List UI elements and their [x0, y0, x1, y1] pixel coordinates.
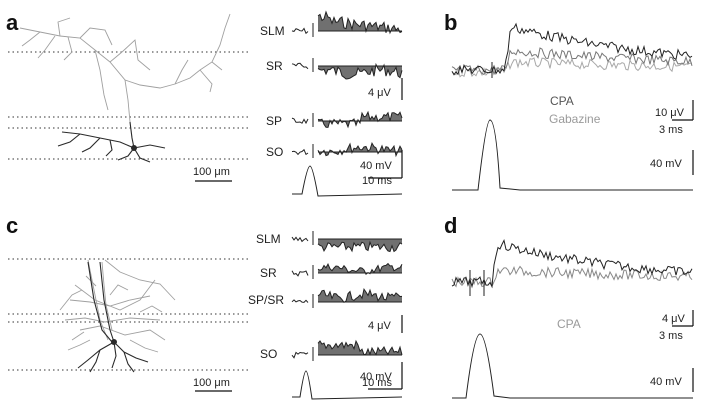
trace-c-slm-trace — [317, 240, 403, 253]
traces-a — [291, 10, 403, 197]
scale-label-mv-d: 40 mV — [650, 376, 682, 388]
panel-letter-a: a — [6, 10, 19, 35]
scale-label-mv-b: 40 mV — [650, 158, 682, 170]
layer-label-a-slm: SLM — [260, 24, 285, 38]
trace-c-sr-fill — [318, 263, 402, 275]
neuron-reconstruction-a — [19, 13, 231, 163]
layer-label-c-sr: SR — [260, 266, 277, 280]
traces-d — [451, 239, 693, 399]
spike-trace-a — [292, 165, 403, 197]
trace-a-so-baseline — [291, 148, 309, 156]
trace-c-so-baseline — [291, 351, 309, 359]
trace-a-slm-trace — [317, 10, 403, 35]
trace-a-sp-fill — [318, 112, 402, 128]
scale-label-ms-b: 3 ms — [659, 124, 683, 136]
trace-a-sr-baseline — [291, 62, 309, 70]
scale-label-uv-d: 4 μV — [662, 313, 686, 325]
traces-b — [451, 22, 693, 191]
trace-b-control — [451, 22, 693, 76]
panel-letter-d: d — [444, 213, 457, 238]
trace-b-gabazine — [451, 57, 693, 78]
soma-c — [111, 339, 117, 345]
scale-label-micron-c: 100 μm — [193, 377, 230, 389]
scale-label-uv-a: 4 μV — [368, 87, 392, 99]
legend-b-cpa: CPA — [550, 94, 574, 108]
trace-a-slm-fill — [318, 11, 402, 33]
trace-c-sr-trace — [317, 262, 403, 275]
spike-trace-c — [292, 370, 403, 400]
scale-label-ms-a: 10 ms — [362, 175, 392, 187]
trace-d-control — [451, 239, 693, 289]
scale-label-micron-a: 100 μm — [193, 166, 230, 178]
panel-b: b CPA Gabazine 10 μV 3 ms 40 mV — [444, 10, 694, 191]
trace-c-so-fill — [318, 341, 402, 355]
panel-c: c 100 μm SLM SR SP/SR SO 4 μV 40 mV — [6, 213, 403, 400]
layer-label-c-spsr: SP/SR — [248, 293, 284, 307]
panel-a: a 100 μm SLM SR SP SO — [6, 10, 403, 197]
trace-a-sp-trace — [317, 110, 403, 129]
scale-label-mv-a: 40 mV — [360, 160, 392, 172]
trace-c-spsr-trace — [317, 287, 403, 303]
trace-c-so-trace — [317, 339, 403, 356]
trace-c-spsr-baseline — [291, 299, 309, 303]
panel-letter-b: b — [444, 10, 457, 35]
trace-a-sp-baseline — [291, 117, 309, 125]
scale-label-mv-c: 40 mV — [360, 371, 392, 383]
spike-trace-d — [452, 333, 693, 399]
trace-d-cpa — [451, 265, 693, 288]
scale-label-ms-c: 10 ms — [362, 377, 392, 389]
layer-label-c-slm: SLM — [256, 232, 281, 246]
scale-label-uv-c: 4 μV — [368, 320, 392, 332]
soma-a — [131, 145, 137, 151]
trace-a-so-trace — [317, 141, 403, 158]
panel-d: d CPA 4 μV 3 ms 40 mV — [444, 213, 694, 399]
layer-label-a-sr: SR — [266, 59, 283, 73]
trace-c-sr-baseline — [291, 270, 309, 277]
panel-letter-c: c — [6, 213, 18, 238]
layer-label-a-so: SO — [266, 145, 283, 159]
spike-trace-b — [452, 119, 693, 191]
trace-c-slm-baseline — [291, 236, 309, 243]
trace-a-slm-baseline — [291, 27, 309, 35]
layer-label-a-sp: SP — [266, 114, 282, 128]
neuron-reconstruction-c — [59, 259, 176, 373]
scale-label-ms-d: 3 ms — [659, 330, 683, 342]
legend-d-cpa: CPA — [557, 317, 581, 331]
traces-c — [291, 231, 403, 400]
scale-label-uv-b: 10 μV — [655, 107, 685, 119]
legend-b-gabazine: Gabazine — [549, 112, 601, 126]
layer-label-c-so: SO — [260, 347, 277, 361]
trace-a-sr-trace — [317, 62, 403, 80]
